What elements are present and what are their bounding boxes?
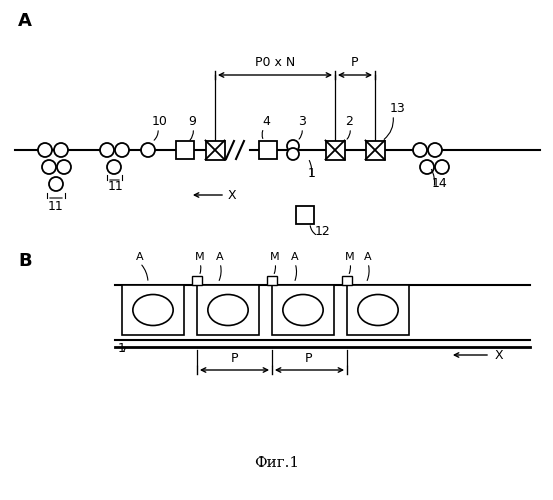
Circle shape: [287, 148, 299, 160]
Bar: [206, 140, 225, 160]
Bar: [176, 141, 194, 159]
Text: M: M: [195, 252, 205, 262]
Text: A: A: [291, 252, 299, 262]
Circle shape: [435, 160, 449, 174]
Text: 9: 9: [188, 115, 196, 128]
Text: 3: 3: [298, 115, 306, 128]
Text: M: M: [345, 252, 355, 262]
Circle shape: [141, 143, 155, 157]
Text: 12: 12: [315, 225, 331, 238]
Circle shape: [100, 143, 114, 157]
Circle shape: [54, 143, 68, 157]
Bar: [122, 285, 184, 335]
Bar: [259, 141, 277, 159]
Circle shape: [428, 143, 442, 157]
Circle shape: [287, 140, 299, 152]
Text: 14: 14: [432, 177, 448, 190]
Text: 13: 13: [390, 102, 406, 115]
Bar: [342, 276, 352, 285]
Text: A: A: [136, 252, 144, 262]
Circle shape: [413, 143, 427, 157]
Circle shape: [57, 160, 71, 174]
Text: P0 x N: P0 x N: [255, 56, 295, 69]
Text: X: X: [495, 349, 504, 362]
Text: 10: 10: [152, 115, 168, 128]
Bar: [296, 206, 314, 224]
Bar: [197, 285, 259, 335]
Text: P: P: [230, 352, 238, 365]
Bar: [192, 276, 202, 285]
Circle shape: [420, 160, 434, 174]
Text: X: X: [228, 189, 237, 202]
Circle shape: [115, 143, 129, 157]
Bar: [267, 276, 277, 285]
Bar: [326, 140, 345, 160]
Text: P: P: [351, 56, 359, 69]
Text: 11: 11: [48, 200, 64, 213]
Bar: [272, 285, 334, 335]
Text: P: P: [305, 352, 313, 365]
Text: A: A: [364, 252, 372, 262]
Circle shape: [42, 160, 56, 174]
Bar: [366, 140, 384, 160]
Text: Фиг.1: Фиг.1: [254, 456, 300, 470]
Text: A: A: [18, 12, 32, 30]
Text: A: A: [216, 252, 224, 262]
Text: 2: 2: [345, 115, 353, 128]
Text: 1: 1: [308, 167, 316, 180]
Text: 1: 1: [118, 342, 126, 355]
Circle shape: [107, 160, 121, 174]
Text: B: B: [18, 252, 32, 270]
Circle shape: [38, 143, 52, 157]
Text: 4: 4: [262, 115, 270, 128]
Text: 11: 11: [108, 180, 124, 193]
Bar: [347, 285, 409, 335]
Circle shape: [49, 177, 63, 191]
Text: M: M: [270, 252, 280, 262]
